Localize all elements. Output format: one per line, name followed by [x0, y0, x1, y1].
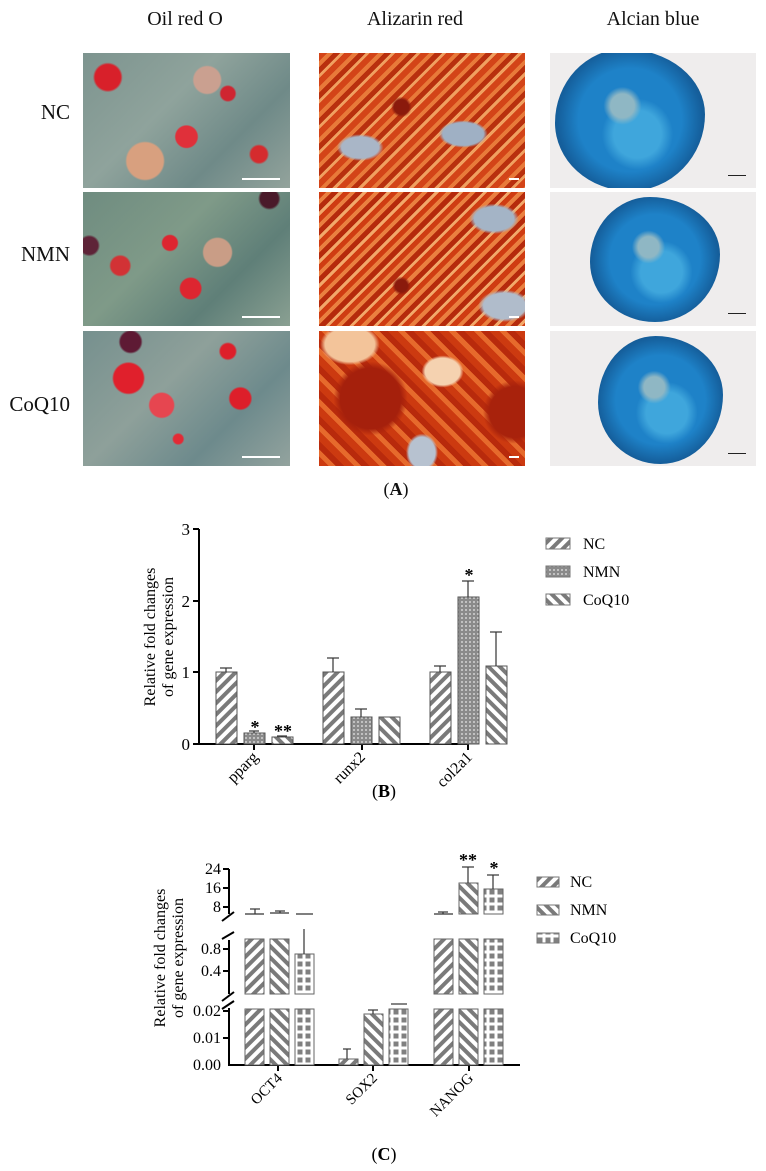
svg-text:SOX2: SOX2 — [343, 1071, 381, 1109]
scale-bar — [242, 178, 280, 180]
svg-text:0.00: 0.00 — [193, 1057, 221, 1074]
chart-panel-c: 24 16 8 0.8 0.4 0.02 0.01 0.00 Relative … — [152, 850, 616, 1165]
y-axis — [193, 528, 200, 745]
svg-text:*: * — [465, 565, 474, 585]
svg-text:Relative fold changes: Relative fold changes — [142, 568, 159, 707]
svg-text:OCT4: OCT4 — [248, 1070, 286, 1108]
micrograph-alizarin-nc — [319, 53, 525, 188]
panel-label-c: (C) — [372, 1144, 397, 1165]
svg-text:of gene expression: of gene expression — [170, 898, 187, 1018]
scale-bar — [728, 312, 746, 314]
svg-text:0.8: 0.8 — [201, 941, 221, 958]
scale-bar — [509, 178, 519, 180]
bar-col2a1-nmn — [457, 596, 480, 745]
pellet-section — [598, 336, 723, 464]
error-bars — [245, 866, 499, 1059]
micrograph-alcian-coq10 — [550, 331, 756, 466]
bars-sox2 — [338, 1008, 409, 1066]
svg-text:**: ** — [459, 850, 477, 870]
svg-text:CoQ10: CoQ10 — [583, 592, 629, 609]
scale-bar — [728, 452, 746, 454]
svg-text:0.02: 0.02 — [193, 1003, 221, 1020]
svg-text:NMN: NMN — [583, 564, 621, 581]
row-label-nc: NC — [40, 100, 70, 124]
chart-panel-b: 3 2 1 0 Relative fold changes of gene ex… — [142, 520, 629, 802]
svg-text:24: 24 — [205, 861, 221, 878]
scale-bar — [509, 316, 519, 318]
pellet-section — [590, 197, 720, 322]
significance-markers: * ** * — [251, 565, 474, 741]
svg-text:*: * — [490, 858, 499, 878]
bar-runx2-nc — [322, 671, 345, 745]
svg-text:NC: NC — [570, 874, 592, 891]
micrograph-alcian-nc — [550, 53, 756, 188]
bar-col2a1-nc — [429, 671, 452, 745]
svg-text:16: 16 — [205, 880, 221, 897]
panel-label-a: (A) — [383, 479, 409, 499]
svg-text:0.01: 0.01 — [193, 1030, 221, 1047]
scale-bar — [728, 174, 746, 176]
y-axis-label: Relative fold changes of gene expression — [152, 889, 187, 1028]
svg-text:runx2: runx2 — [330, 749, 368, 787]
y-tick-labels: 3 2 1 0 — [182, 520, 191, 754]
scale-bar — [509, 456, 519, 458]
x-tick-labels: OCT4 SOX2 NANOG — [248, 1070, 477, 1120]
legend-panel-c: NC NMN CoQ10 — [536, 874, 616, 947]
y-axis-label: Relative fold changes of gene expression — [142, 568, 177, 707]
micrograph-oil-red-nmn — [83, 192, 290, 326]
micrograph-alizarin-coq10 — [319, 331, 525, 466]
svg-text:of gene expression: of gene expression — [160, 577, 177, 697]
svg-text:2: 2 — [182, 592, 191, 611]
panel-label-b: (B) — [372, 781, 396, 802]
micrograph-oil-red-nc — [83, 53, 290, 188]
bars-runx2 — [322, 671, 401, 745]
svg-text:3: 3 — [182, 520, 191, 539]
svg-text:NANOG: NANOG — [427, 1070, 477, 1120]
x-tick-labels: pparg runx2 col2a1 — [224, 749, 476, 791]
bars-col2a1 — [429, 596, 508, 745]
column-title-oil-red-o: Oil red O — [147, 8, 223, 30]
bar-runx2-nmn — [350, 716, 373, 745]
svg-text:*: * — [251, 717, 260, 737]
svg-text:NMN: NMN — [570, 902, 608, 919]
pellet-section — [555, 53, 705, 188]
svg-text:NC: NC — [583, 536, 605, 553]
scale-bar — [242, 456, 280, 458]
scale-bar — [242, 316, 280, 318]
y-tick-labels: 24 16 8 0.8 0.4 0.02 0.01 0.00 — [193, 861, 221, 1074]
column-title-alizarin-red: Alizarin red — [366, 8, 464, 30]
bar-runx2-coq10 — [378, 716, 401, 745]
bars-oct4 — [244, 938, 315, 1066]
y-axis-broken — [221, 868, 235, 1066]
svg-text:CoQ10: CoQ10 — [570, 930, 616, 947]
svg-text:0.4: 0.4 — [201, 963, 221, 980]
svg-text:pparg: pparg — [224, 749, 262, 787]
column-title-alcian-blue: Alcian blue — [606, 8, 700, 30]
x-ticks — [253, 744, 469, 750]
svg-text:Relative fold changes: Relative fold changes — [152, 889, 169, 1028]
bar-col2a1-coq10 — [485, 665, 508, 745]
bars-nanog — [433, 882, 504, 1066]
error-bars — [220, 580, 502, 737]
micrograph-alcian-nmn — [550, 192, 756, 326]
bar-pparg-nc — [215, 671, 238, 745]
svg-text:**: ** — [274, 721, 292, 741]
row-label-coq10: CoQ10 — [9, 392, 70, 416]
micrograph-alizarin-nmn — [319, 192, 525, 326]
svg-text:col2a1: col2a1 — [434, 749, 476, 791]
micrograph-oil-red-coq10 — [83, 331, 290, 466]
svg-text:1: 1 — [182, 663, 191, 682]
x-ticks — [277, 1065, 470, 1071]
row-label-nmn: NMN — [20, 242, 70, 266]
svg-text:0: 0 — [182, 735, 191, 754]
svg-text:8: 8 — [213, 899, 221, 916]
significance-markers: ** * — [459, 850, 499, 878]
legend-panel-b: NC NMN CoQ10 — [545, 536, 629, 609]
